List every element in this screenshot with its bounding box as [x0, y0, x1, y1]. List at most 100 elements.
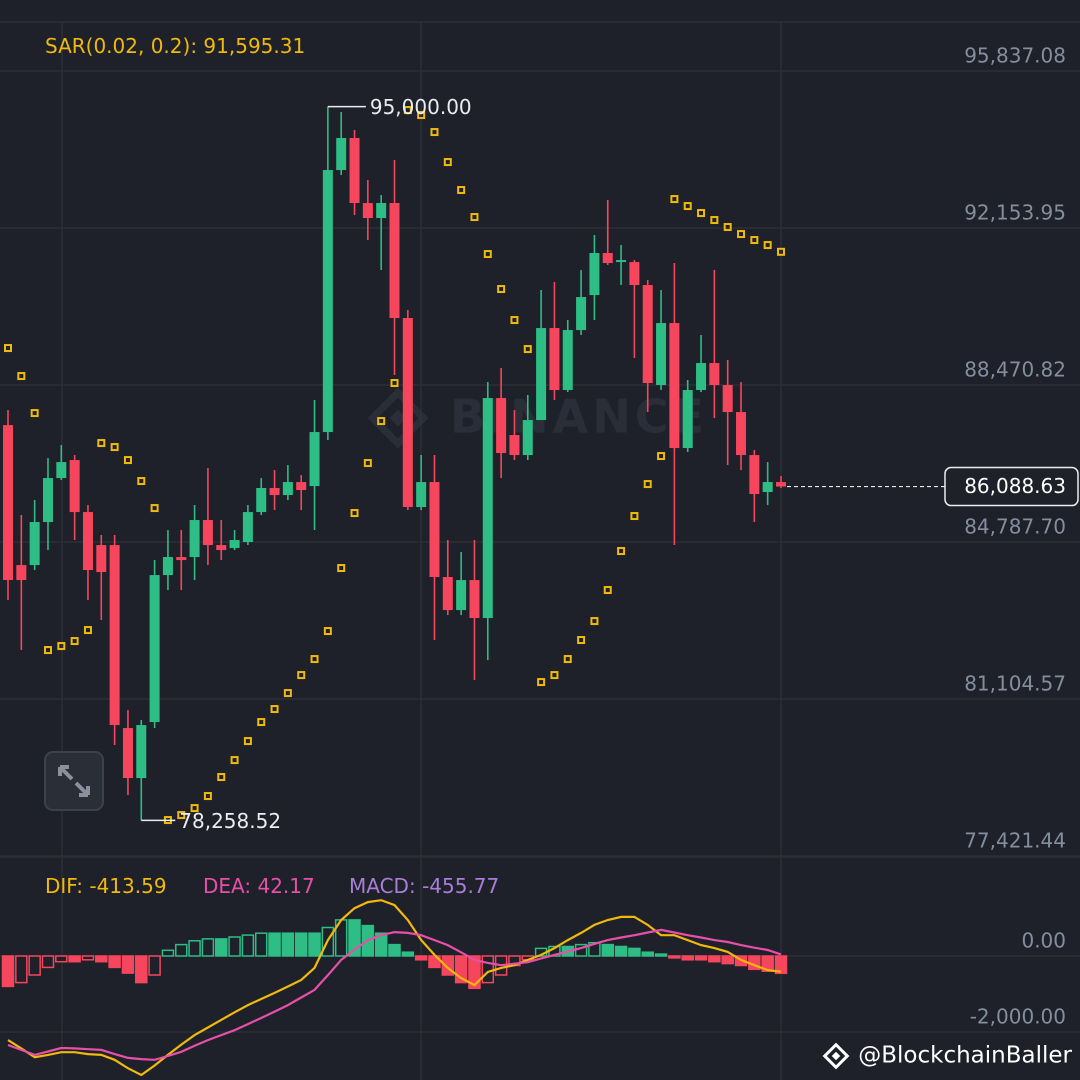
- sar-legend-value: 91,595.31: [203, 34, 305, 58]
- candle-body: [202, 520, 213, 546]
- legend-name: DIF: [45, 874, 77, 898]
- sar-dot: [737, 230, 746, 239]
- sar-dot: [523, 345, 532, 354]
- expand-icon[interactable]: [58, 765, 90, 797]
- macd-bar: [135, 955, 148, 984]
- candle-body: [189, 520, 200, 558]
- candle-body: [589, 253, 600, 296]
- candle-body: [682, 390, 693, 449]
- sar-dot: [203, 792, 212, 801]
- macd-bar: [708, 955, 721, 963]
- sar-dot: [243, 737, 252, 746]
- candle-body: [429, 482, 440, 578]
- sar-dot: [4, 344, 12, 353]
- low-label: 78,258.52: [179, 809, 281, 833]
- sar-dot: [17, 372, 26, 381]
- macd-bar: [308, 932, 321, 957]
- candle-body: [736, 412, 747, 456]
- macd-bar: [281, 932, 295, 957]
- sar-dot: [497, 285, 506, 294]
- macd-bar: [774, 955, 788, 975]
- macd-bar: [668, 955, 681, 959]
- y-tick-label: 81,104.57: [964, 671, 1066, 695]
- sar-dot: [763, 241, 772, 250]
- candle-body: [96, 545, 107, 573]
- macd-bar: [81, 955, 95, 961]
- sar-dot: [457, 186, 466, 195]
- candle-body: [349, 138, 360, 204]
- candle-body: [749, 455, 760, 495]
- last-price-box: [944, 466, 1079, 507]
- sar-dot: [550, 671, 559, 680]
- sar-dot: [350, 509, 359, 518]
- sar-dot: [323, 627, 332, 636]
- sar-dot: [43, 646, 52, 655]
- sar-dot: [83, 626, 92, 635]
- candle-body: [762, 482, 773, 493]
- sar-dot: [563, 655, 572, 664]
- macd-bar: [454, 955, 468, 984]
- legend-value: 42.17: [257, 874, 314, 898]
- macd-bar: [694, 955, 708, 961]
- candle-body: [669, 323, 680, 449]
- sar-dot: [70, 637, 79, 646]
- sar-dot: [577, 636, 586, 645]
- sar-dot: [390, 379, 399, 388]
- sar-dot: [670, 195, 679, 204]
- macd-bar: [388, 943, 401, 957]
- macd-legend: MACD: -455.77: [349, 874, 499, 898]
- candle-body: [162, 557, 173, 576]
- sar-dot: [137, 477, 146, 486]
- candle-body: [602, 253, 613, 264]
- sar-dot: [683, 202, 692, 211]
- macd-bar: [228, 936, 241, 957]
- candle-body: [576, 297, 587, 331]
- macd-bar: [628, 947, 641, 957]
- plot-layer: 95,837.08 92,153.95 88,470.82 84,787.70 81,1…: [0, 43, 1080, 1077]
- sar-dot: [123, 456, 132, 465]
- macd-bar: [148, 955, 161, 976]
- macd-bar: [614, 945, 628, 957]
- candle-body: [136, 725, 147, 779]
- indicator-line: [7, 928, 782, 1061]
- y-tick-label: 88,470.82: [964, 358, 1066, 382]
- macd-bar: [294, 932, 308, 957]
- sar-dot: [630, 512, 639, 521]
- candle-body: [656, 323, 667, 386]
- legend-name: MACD: [349, 874, 409, 898]
- candle-body: [642, 285, 653, 384]
- sar-dot: [283, 689, 292, 698]
- credit: @BlockchainBaller: [822, 1043, 1073, 1070]
- y-tick-label: 84,787.70: [964, 514, 1066, 538]
- expand-button-frame[interactable]: [44, 751, 104, 811]
- candle-body: [482, 398, 493, 619]
- high-label: 95,000.00: [370, 95, 472, 119]
- macd-bar: [15, 955, 28, 984]
- macd-bar: [588, 941, 601, 957]
- macd-bar: [28, 955, 41, 976]
- candle-body: [309, 432, 320, 487]
- candle-body: [56, 462, 67, 479]
- macd-bar: [654, 953, 668, 957]
- last-price-label: 86,088.63: [964, 474, 1066, 498]
- sar-dot: [590, 617, 599, 626]
- sar-dot: [257, 718, 266, 727]
- macd-bar: [1, 955, 15, 988]
- sar-dot: [97, 439, 106, 448]
- macd-bar: [441, 955, 455, 976]
- candle-body: [82, 512, 93, 571]
- candle-body: [616, 260, 627, 263]
- candle-body: [442, 577, 453, 611]
- candle-body: [109, 545, 120, 726]
- candle-body: [229, 540, 240, 549]
- macd-bar: [468, 955, 481, 990]
- expand-button[interactable]: [44, 751, 104, 811]
- candle-body: [149, 575, 160, 723]
- credit-text: @BlockchainBaller: [858, 1043, 1072, 1069]
- sar-dot: [697, 209, 706, 218]
- candle-body: [456, 580, 467, 611]
- sar-dot: [710, 216, 719, 225]
- macd-bar: [348, 919, 361, 957]
- macd-bar: [161, 949, 175, 957]
